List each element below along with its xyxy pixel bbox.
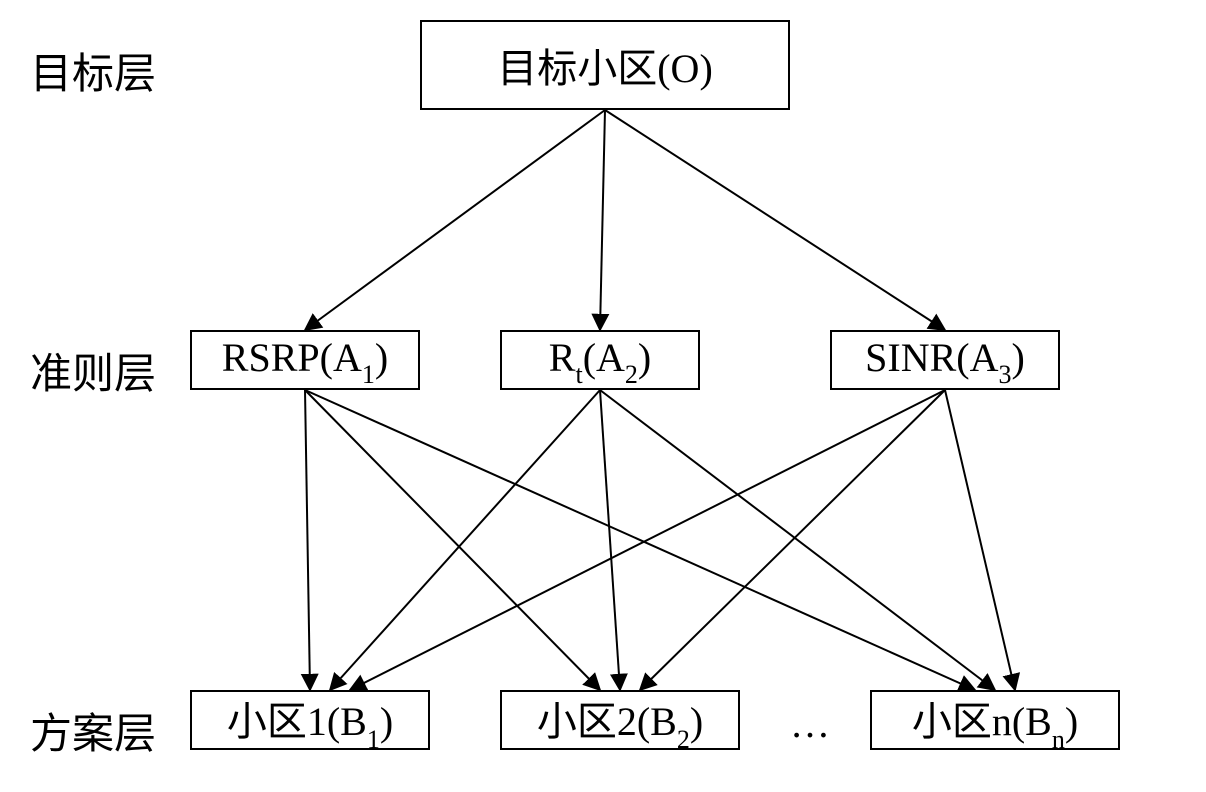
node-label: 小区1(B1) xyxy=(227,689,393,751)
edge-A2-B2 xyxy=(600,390,620,690)
edge-O-A1 xyxy=(305,110,605,330)
node-label: SINR(A3) xyxy=(865,334,1025,387)
layer-label-criteria: 准则层 xyxy=(30,340,156,401)
edge-A2-Bn xyxy=(600,390,995,690)
node-label: 目标小区(O) xyxy=(497,36,713,94)
layer-label-scheme: 方案层 xyxy=(30,700,156,761)
node-criteria-A3: SINR(A3) xyxy=(830,330,1060,390)
node-scheme-B2: 小区2(B2) xyxy=(500,690,740,750)
edge-A2-B1 xyxy=(330,390,600,690)
ellipsis: … xyxy=(790,700,830,747)
node-scheme-Bn: 小区n(Bn) xyxy=(870,690,1120,750)
node-label: Rt(A2) xyxy=(549,334,651,387)
node-label: 小区n(Bn) xyxy=(912,689,1078,751)
layer-label-goal: 目标层 xyxy=(30,40,156,101)
diagram-canvas: 目标层 准则层 方案层 目标小区(O) RSRP(A1) Rt(A2) SINR… xyxy=(0,0,1206,792)
edge-A3-Bn xyxy=(945,390,1015,690)
node-criteria-A1: RSRP(A1) xyxy=(190,330,420,390)
edge-A3-B2 xyxy=(640,390,945,690)
node-goal-O: 目标小区(O) xyxy=(420,20,790,110)
edge-O-A2 xyxy=(600,110,605,330)
edge-A3-B1 xyxy=(350,390,945,690)
edges-layer xyxy=(0,0,1206,792)
node-label: 小区2(B2) xyxy=(537,689,703,751)
edge-O-A3 xyxy=(605,110,945,330)
node-scheme-B1: 小区1(B1) xyxy=(190,690,430,750)
edge-A1-Bn xyxy=(305,390,975,690)
edge-A1-B1 xyxy=(305,390,310,690)
edge-A1-B2 xyxy=(305,390,600,690)
node-label: RSRP(A1) xyxy=(222,334,388,387)
node-criteria-A2: Rt(A2) xyxy=(500,330,700,390)
